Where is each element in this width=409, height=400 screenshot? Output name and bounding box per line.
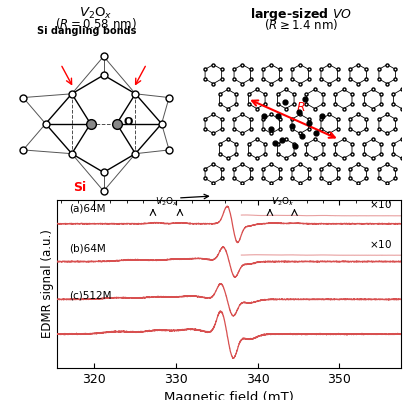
- Text: $\times$10: $\times$10: [369, 198, 393, 210]
- Y-axis label: EDMR signal (a.u.): EDMR signal (a.u.): [41, 230, 54, 338]
- Text: $V_2\mathrm{O}_x$: $V_2\mathrm{O}_x$: [270, 195, 294, 208]
- Text: $R$: $R$: [296, 100, 305, 114]
- Text: Si dangling bonds: Si dangling bonds: [37, 26, 136, 36]
- Text: $V_2\mathrm{O}_x$: $V_2\mathrm{O}_x$: [155, 195, 179, 208]
- Text: (b)64M: (b)64M: [70, 244, 106, 254]
- Text: (a)64M: (a)64M: [70, 204, 106, 214]
- Text: O: O: [124, 117, 133, 127]
- X-axis label: Magnetic field (mT): Magnetic field (mT): [164, 392, 294, 400]
- Text: $(R = 0.58\ \mathrm{nm})$: $(R = 0.58\ \mathrm{nm})$: [55, 16, 137, 31]
- Text: (c)512M: (c)512M: [70, 290, 112, 300]
- Text: large-sized $VO$: large-sized $VO$: [249, 6, 352, 23]
- Text: $(R \geq 1.4\ \mathrm{nm})$: $(R \geq 1.4\ \mathrm{nm})$: [263, 17, 338, 32]
- Text: $V_2\mathrm{O}_x$: $V_2\mathrm{O}_x$: [79, 6, 113, 21]
- Text: Si: Si: [73, 181, 86, 194]
- Text: $\times$10: $\times$10: [369, 238, 393, 250]
